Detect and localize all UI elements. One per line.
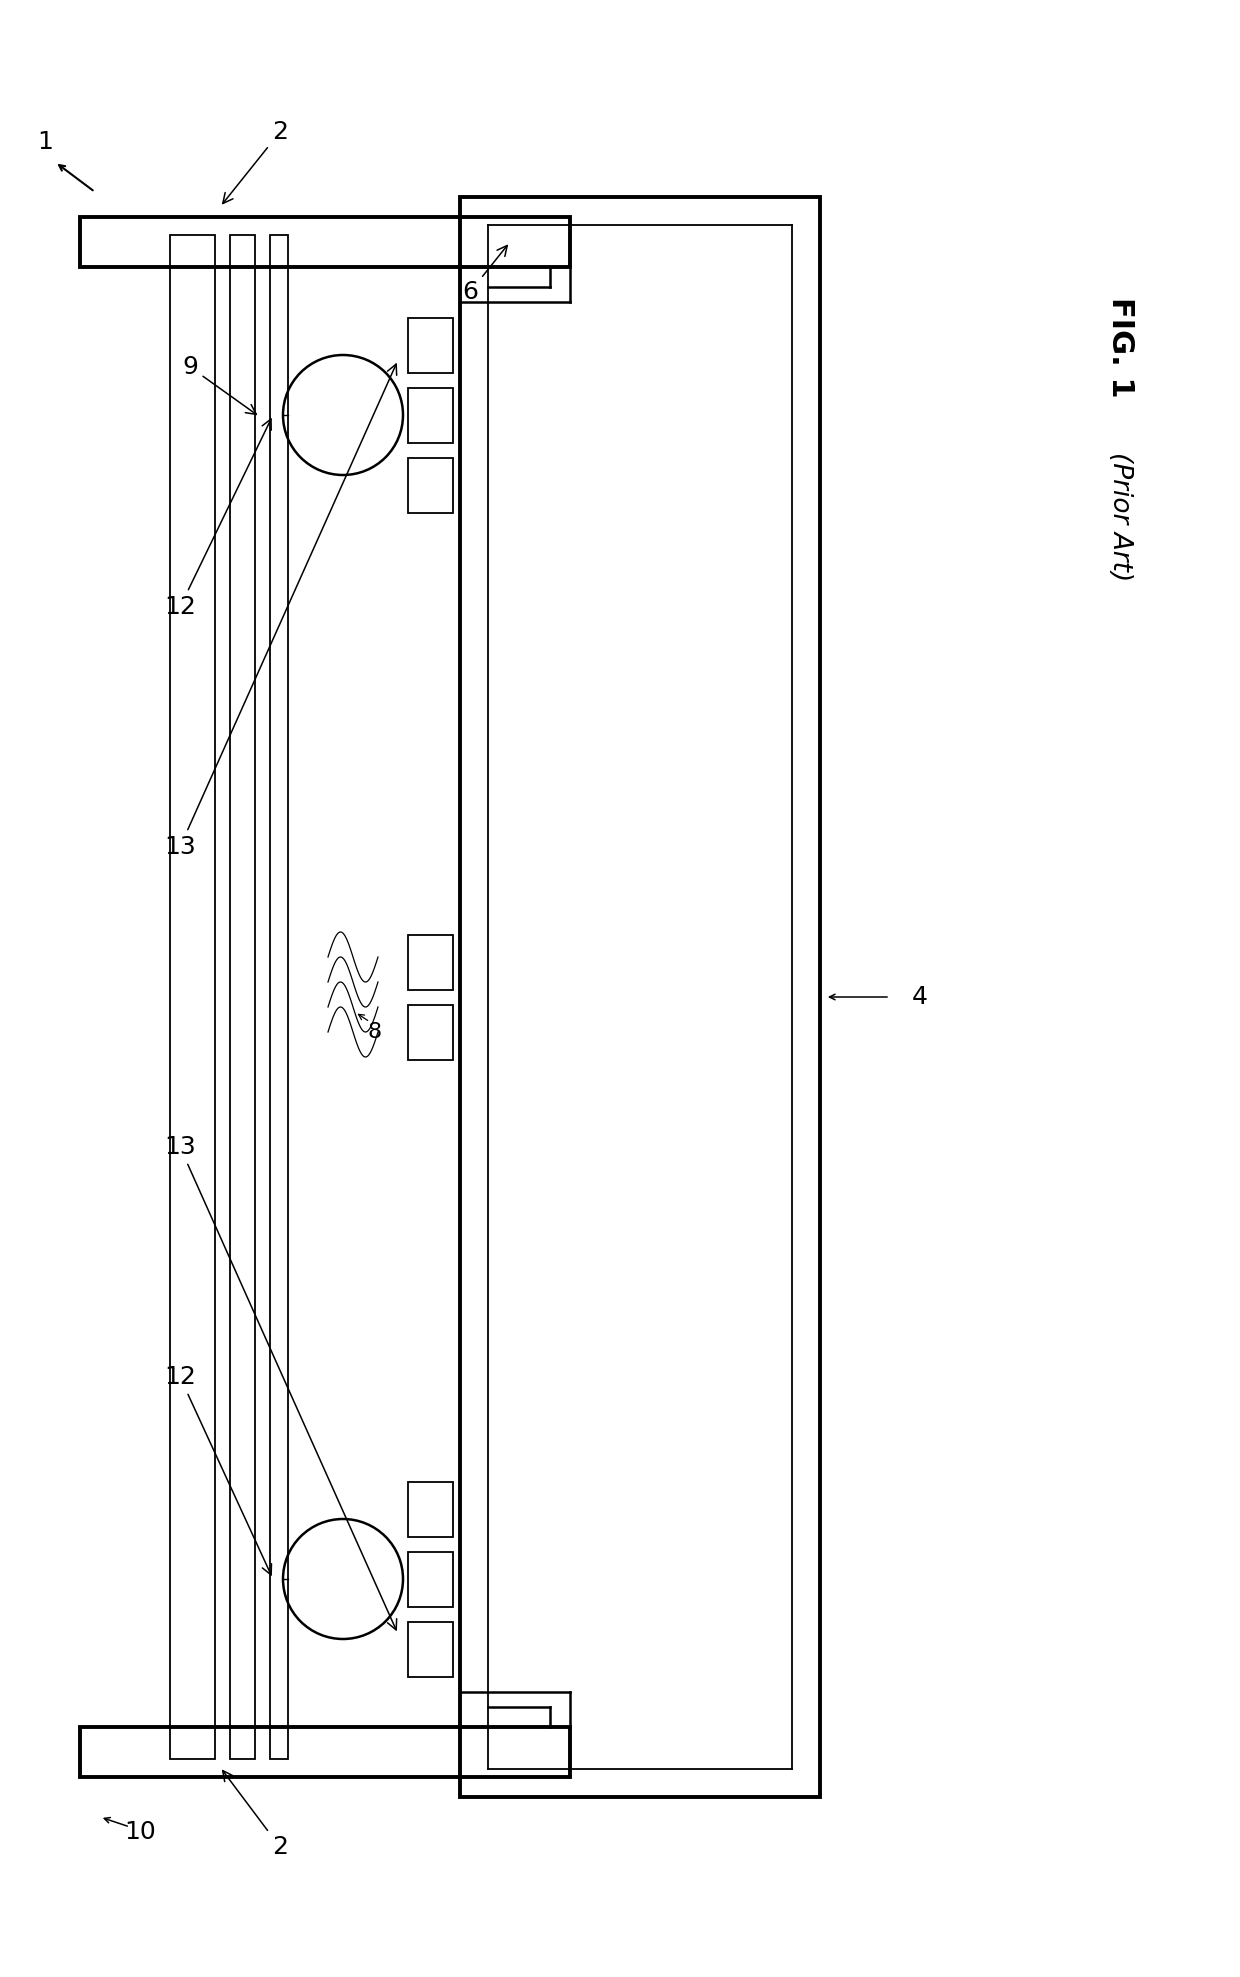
- Text: 10: 10: [124, 1821, 156, 1845]
- Text: (Prior Art): (Prior Art): [1107, 453, 1133, 581]
- Text: 2: 2: [223, 121, 288, 204]
- Text: 2: 2: [223, 1771, 288, 1858]
- Bar: [408, 1481, 453, 1536]
- Text: 1: 1: [37, 130, 53, 154]
- Text: 12: 12: [164, 1364, 272, 1576]
- Bar: [229, 235, 255, 1760]
- Bar: [408, 1004, 453, 1060]
- Bar: [81, 217, 570, 267]
- Bar: [460, 198, 820, 1797]
- Bar: [170, 235, 215, 1760]
- Text: 13: 13: [164, 364, 397, 858]
- Text: 12: 12: [164, 419, 272, 619]
- Bar: [408, 1552, 453, 1607]
- Text: 6: 6: [463, 245, 507, 304]
- Bar: [81, 1728, 570, 1777]
- Text: 4: 4: [911, 985, 928, 1008]
- Bar: [408, 387, 453, 443]
- Text: 8: 8: [368, 1022, 382, 1042]
- Bar: [270, 235, 288, 1760]
- Text: FIG. 1: FIG. 1: [1106, 297, 1135, 397]
- Bar: [408, 457, 453, 512]
- Text: 13: 13: [164, 1135, 397, 1629]
- Bar: [408, 1621, 453, 1676]
- Bar: [408, 935, 453, 990]
- Text: 9: 9: [182, 356, 257, 415]
- Bar: [408, 318, 453, 372]
